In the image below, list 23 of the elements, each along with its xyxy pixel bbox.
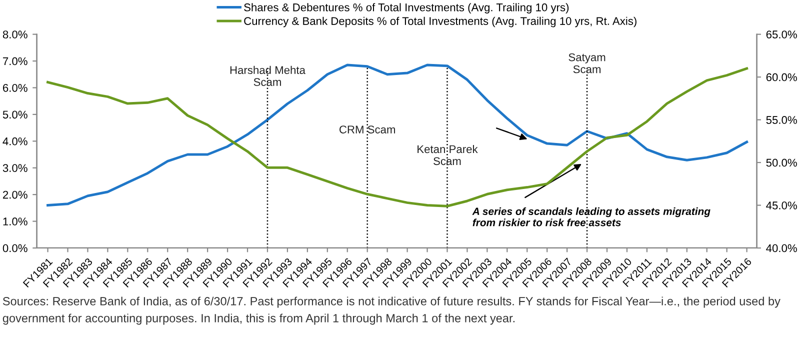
source-note: Sources: Reserve Bank of India, as of 6/30/17. Past performance is not indicative of future results. FY stands for Fiscal Year—i.e., the period used by government for accounting purposes. In India, this is from April 1 through March 1 of the next year.	[2, 296, 780, 325]
y-tick-label: 2.0%	[3, 190, 28, 199]
ref-line-label: Harshad Mehta Scam	[230, 66, 306, 86]
y-tick-label: 7.0%	[3, 57, 28, 66]
y2-tick-label: 65.0%	[766, 30, 797, 38]
y2-tick-label: 60.0%	[766, 73, 797, 82]
y2-tick-label: 40.0%	[766, 244, 797, 252]
y-tick-label: 4.0%	[2, 137, 28, 146]
y2-tick-label: 50.0%	[766, 158, 797, 167]
y2-tick-label: 45.0%	[766, 202, 797, 210]
y-tick-label: 0.0%	[2, 244, 28, 252]
annotation: A series of scandals leading to assets migrating from riskier to risk free assets	[472, 207, 710, 226]
y-tick-label: 3.0%	[2, 164, 28, 172]
y-tick-label: 8.0%	[2, 30, 28, 38]
y-tick-label: 1.0%	[3, 218, 28, 226]
y-tick-label: 6.0%	[3, 84, 28, 92]
legend-label: Shares & Debentures % of Total Investments (Avg. Trailing 10 yrs)	[244, 3, 569, 14]
ref-line-label: Satyam Scam	[568, 53, 606, 74]
legend-label: Currency & Bank Deposits % of Total Investments (Avg. Trailing 10 yrs, Rt. Axis)	[244, 16, 636, 28]
y2-tick-label: 55.0%	[766, 116, 797, 124]
ref-line-label: CRM Scam	[340, 126, 396, 134]
y-tick-label: 5.0%	[2, 110, 28, 119]
ref-line-label: Ketan Parek Scam	[418, 144, 478, 166]
